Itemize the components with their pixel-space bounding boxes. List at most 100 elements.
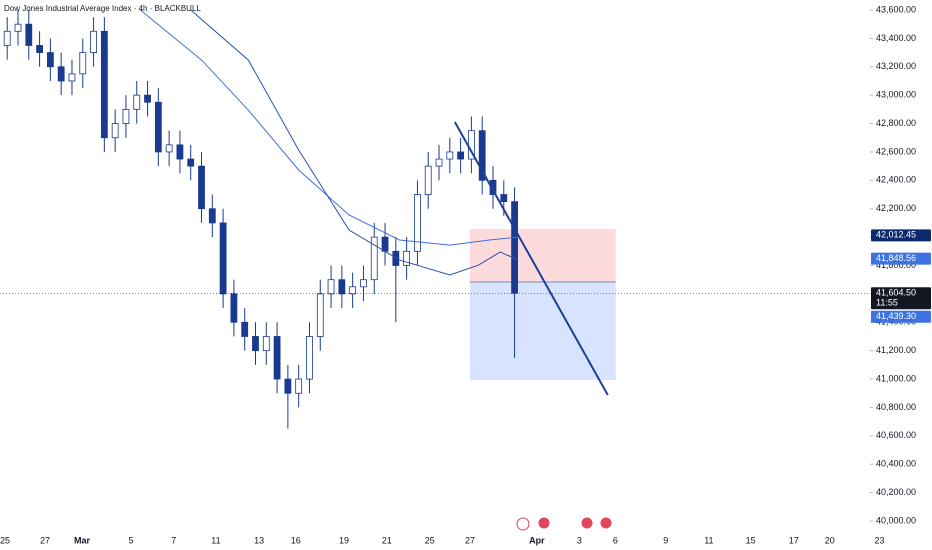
- candle-body: [295, 378, 303, 394]
- candle-body: [198, 165, 205, 210]
- stop-zone: [469, 229, 616, 282]
- candle-body: [273, 336, 281, 380]
- price-label-bg: [871, 310, 931, 323]
- price-axis: 40,000.00 40,200.00 40,400.00 40,600.00 40,8…: [0, 4, 931, 545]
- candle-body: [446, 151, 454, 160]
- target-zone: [469, 281, 616, 381]
- x-tick-label: Mar: [74, 535, 91, 545]
- event-icon[interactable]: [537, 516, 551, 530]
- candle-body: [349, 286, 357, 295]
- x-tick-label: 7: [171, 535, 176, 545]
- y-tick-label: 40,200.00: [876, 487, 916, 497]
- candle-body: [133, 94, 141, 110]
- y-tick-label: 43,400.00: [876, 33, 916, 43]
- candle-body: [316, 293, 324, 337]
- x-tick-label: 16: [291, 535, 301, 545]
- candle-body: [122, 108, 130, 124]
- chart-title: Dow Jones Industrial Average Index · 4h …: [4, 4, 201, 13]
- candle-body: [252, 336, 259, 352]
- candle-body: [424, 165, 432, 195]
- x-tick-label: 25: [425, 535, 435, 545]
- x-tick-label: 5: [128, 535, 133, 545]
- candle-body: [79, 52, 87, 75]
- trendline: [453, 121, 609, 396]
- candle-body: [14, 23, 22, 32]
- candles: [3, 10, 518, 429]
- candle-body: [327, 279, 335, 295]
- candle-body: [208, 208, 216, 224]
- x-tick-label: 21: [382, 535, 392, 545]
- candle-body: [25, 23, 33, 46]
- price-label: 41,848.56: [876, 253, 916, 263]
- candle-body: [338, 279, 346, 295]
- price-label: 42,012.45: [876, 230, 916, 240]
- candle-body: [262, 336, 270, 352]
- candle-body: [68, 73, 76, 82]
- y-tick-label: 41,800.00: [876, 260, 916, 270]
- x-tick-label: 20: [825, 535, 835, 545]
- candle-body: [230, 293, 238, 323]
- candle-body: [176, 144, 184, 160]
- x-tick-label: 11: [704, 535, 713, 545]
- y-tick-label: 43,600.00: [876, 4, 916, 14]
- candle-body: [144, 94, 151, 103]
- candle-body: [381, 236, 389, 252]
- candle-body: [154, 101, 162, 153]
- candle-body: [500, 194, 508, 203]
- candle-body: [370, 236, 378, 281]
- y-tick-label: 42,200.00: [876, 203, 916, 213]
- candle-body: [219, 222, 227, 295]
- candle-body: [241, 321, 249, 337]
- candle-body: [46, 52, 54, 68]
- countdown-label: 11:55: [876, 298, 898, 308]
- zones: [469, 229, 616, 381]
- x-tick-label: 27: [465, 535, 475, 545]
- candle-body: [36, 45, 43, 53]
- y-tick-label: 42,400.00: [876, 175, 916, 185]
- candle-body: [435, 158, 443, 167]
- candle-body: [284, 378, 292, 394]
- y-tick-label: 40,000.00: [876, 515, 916, 525]
- y-tick-label: 42,800.00: [876, 118, 916, 128]
- y-tick-label: 41,200.00: [876, 345, 916, 355]
- x-tick-label: 19: [339, 535, 349, 545]
- x-tick-label: 3: [577, 535, 582, 545]
- y-tick-label: 42,600.00: [876, 146, 916, 156]
- y-tick-label: 41,000.00: [876, 373, 916, 383]
- moving-average: [140, 9, 519, 246]
- y-tick-label: 40,600.00: [876, 430, 916, 440]
- x-tick-label: 6: [613, 535, 618, 545]
- x-tick-label: 17: [789, 535, 799, 545]
- candle-body: [165, 144, 173, 153]
- candle-body: [57, 66, 65, 82]
- candle-body: [111, 123, 119, 139]
- moving-average: [190, 9, 519, 276]
- candle-body: [100, 30, 108, 139]
- y-tick-label: 40,400.00: [876, 459, 916, 469]
- candle-body: [511, 201, 518, 294]
- x-tick-label: Apr: [529, 535, 545, 545]
- y-tick-label: 43,200.00: [876, 61, 916, 71]
- candle-body: [457, 151, 465, 160]
- candle-body: [414, 194, 421, 252]
- candle-body: [489, 179, 497, 195]
- event-icons: [516, 516, 613, 531]
- price-label-bg: [871, 252, 931, 265]
- price-label-bg: [871, 287, 931, 310]
- y-tick-label: 43,000.00: [876, 90, 916, 100]
- price-label: 41,439.30: [876, 311, 916, 321]
- price-label: 41,604.50: [876, 288, 916, 298]
- candle-body: [478, 130, 486, 181]
- x-tick-label: 15: [746, 535, 756, 545]
- event-icon[interactable]: [599, 516, 613, 530]
- event-icon[interactable]: [580, 516, 594, 530]
- x-tick-label: 25: [0, 535, 10, 545]
- event-icon[interactable]: [516, 517, 530, 531]
- y-tick-label: 40,800.00: [876, 402, 916, 412]
- candle-body: [306, 336, 313, 380]
- lines: [0, 9, 870, 396]
- x-tick-label: 13: [254, 535, 264, 545]
- x-tick-label: 27: [40, 535, 50, 545]
